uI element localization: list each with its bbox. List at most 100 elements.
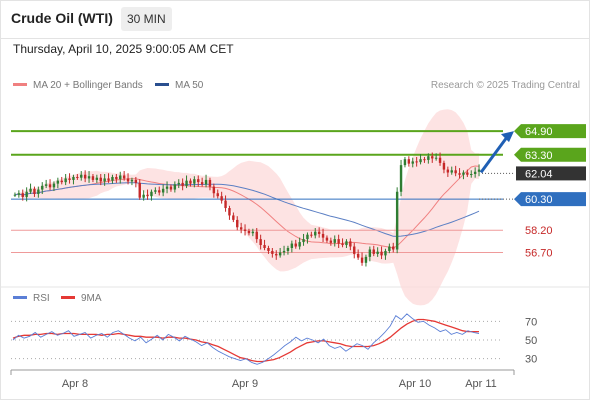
candle (368, 249, 372, 257)
candle (376, 251, 379, 254)
candle (450, 170, 453, 173)
candle (68, 178, 71, 180)
x-tick-label: Apr 10 (399, 378, 431, 390)
candle (122, 175, 126, 179)
legend-item-ma50: MA 50 (155, 80, 203, 91)
candle (83, 174, 87, 179)
rsi-tick-label: 50 (525, 335, 537, 347)
candle (275, 253, 278, 256)
candle (399, 165, 403, 192)
ma50-line (14, 182, 480, 237)
candle (310, 234, 313, 236)
legend-item-rsi: RSI (13, 293, 50, 304)
candle (446, 169, 450, 173)
resistance-tag (514, 147, 586, 162)
candle (333, 239, 336, 243)
legend-item-ma20: MA 20 + Bollinger Bands (13, 80, 143, 91)
candle (224, 200, 227, 209)
candle (99, 177, 102, 182)
candle (360, 257, 364, 263)
candle (317, 231, 321, 234)
candle (169, 186, 173, 190)
candle (189, 180, 192, 184)
bias-arrow-shaft (479, 136, 509, 174)
candle (470, 174, 473, 175)
candle (208, 179, 212, 187)
candle (267, 248, 270, 251)
candle (232, 215, 235, 220)
candle (473, 171, 477, 174)
legend-label-rsi: RSI (33, 293, 50, 304)
candle (76, 176, 79, 178)
candle (290, 243, 294, 248)
candle (17, 193, 21, 195)
pivot-tag (514, 192, 586, 207)
candle (247, 230, 251, 234)
candle (434, 157, 438, 159)
candle (173, 184, 177, 190)
candle (384, 250, 387, 256)
candle (438, 157, 442, 163)
candle (216, 193, 219, 197)
rsi-ma-swatch (61, 295, 75, 299)
candle (411, 161, 414, 164)
candle (302, 239, 305, 243)
candle (372, 249, 375, 254)
candle (286, 248, 290, 251)
resistance-label: 63.30 (525, 150, 553, 162)
candle (329, 240, 333, 243)
candle (197, 179, 200, 183)
candle (236, 219, 239, 228)
candle (395, 191, 399, 250)
candle (87, 176, 91, 179)
candle (415, 161, 418, 163)
candle (255, 231, 258, 240)
candle (349, 241, 352, 247)
candle (341, 243, 344, 246)
candle (212, 186, 216, 194)
bias-arrow-head (501, 131, 514, 143)
x-tick-label: Apr 9 (232, 378, 258, 390)
candles (13, 152, 481, 267)
bollinger-band (14, 109, 480, 306)
candle (48, 184, 52, 188)
support-label: 58.20 (525, 225, 553, 237)
candle (251, 231, 255, 234)
rsi-line (12, 313, 480, 365)
legend-label-ma50: MA 50 (175, 80, 204, 91)
candle (466, 172, 469, 175)
candle (243, 229, 247, 231)
candle (13, 194, 17, 196)
candle (142, 194, 145, 198)
candle (52, 183, 56, 188)
candle (220, 196, 223, 201)
candle (239, 227, 243, 230)
candle (282, 250, 286, 253)
candle (263, 245, 266, 248)
candle (165, 186, 169, 189)
candle (314, 231, 317, 236)
candle (477, 169, 481, 172)
research-credit: Research © 2025 Trading Central (430, 80, 580, 91)
candle (403, 159, 407, 166)
candle (130, 179, 134, 182)
candle (193, 179, 196, 184)
candle (298, 242, 301, 247)
candle (37, 189, 40, 194)
candle (56, 180, 60, 184)
interval-button[interactable]: 30 MIN (121, 7, 172, 31)
timestamp: Thursday, April 10, 2025 9:00:05 AM CET (13, 42, 234, 56)
candle (228, 208, 231, 216)
candle (91, 176, 95, 180)
candle (407, 159, 411, 164)
candle (29, 188, 32, 192)
candle (431, 156, 434, 159)
instrument-title: Crude Oil (WTI) (11, 10, 113, 26)
resistance-label: 64.90 (525, 126, 553, 138)
candle (337, 239, 340, 244)
candle (321, 233, 325, 238)
rsi-ma-line (12, 318, 479, 363)
candle (306, 234, 309, 240)
header-bar: Crude Oil (WTI) 30 MIN (0, 0, 590, 39)
legend-label-ma20: MA 20 + Bollinger Bands (33, 80, 143, 91)
